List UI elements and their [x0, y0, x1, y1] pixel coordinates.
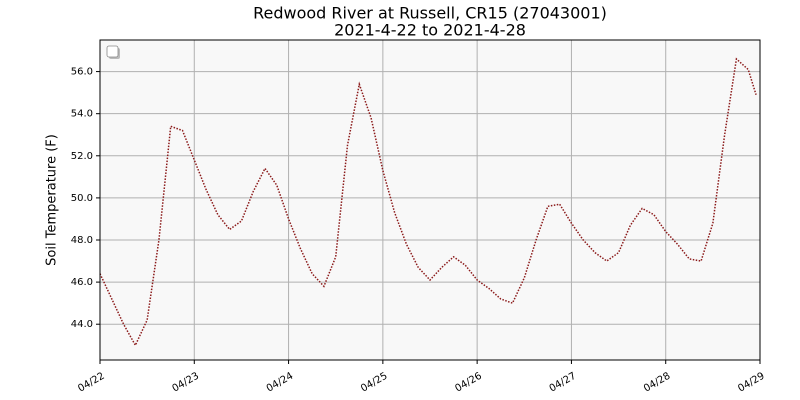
- legend-box: [106, 45, 119, 58]
- x-tick-label: 04/22: [76, 371, 106, 395]
- series-layer: [99, 57, 757, 347]
- y-tick-label: 50.0: [71, 193, 93, 204]
- y-tick-label: 54.0: [71, 109, 93, 120]
- series-line: [99, 57, 757, 347]
- plot-frame: [99, 39, 761, 361]
- y-tick-label: 48.0: [71, 235, 93, 246]
- x-tick-label: 04/27: [548, 371, 578, 395]
- x-tick-label: 04/28: [642, 371, 672, 395]
- y-tick-label: 56.0: [71, 67, 93, 78]
- y-tick-label: 52.0: [71, 151, 93, 162]
- chart-title: Redwood River at Russell, CR15 (27043001…: [253, 4, 607, 23]
- x-tick-label: 04/29: [736, 371, 766, 395]
- y-axis-label: Soil Temperature (F): [45, 134, 60, 266]
- x-tick-label: 04/24: [265, 371, 295, 395]
- plot-background: [100, 40, 760, 360]
- x-tick-label: 04/23: [171, 371, 201, 395]
- grid: [99, 40, 761, 360]
- y-tick-label: 44.0: [71, 319, 93, 330]
- legend: [106, 45, 120, 59]
- x-tick-label: 04/25: [359, 371, 389, 395]
- x-tick-label: 04/26: [453, 371, 483, 395]
- chart-subtitle: 2021-4-22 to 2021-4-28: [334, 21, 526, 40]
- y-tick-label: 46.0: [71, 277, 93, 288]
